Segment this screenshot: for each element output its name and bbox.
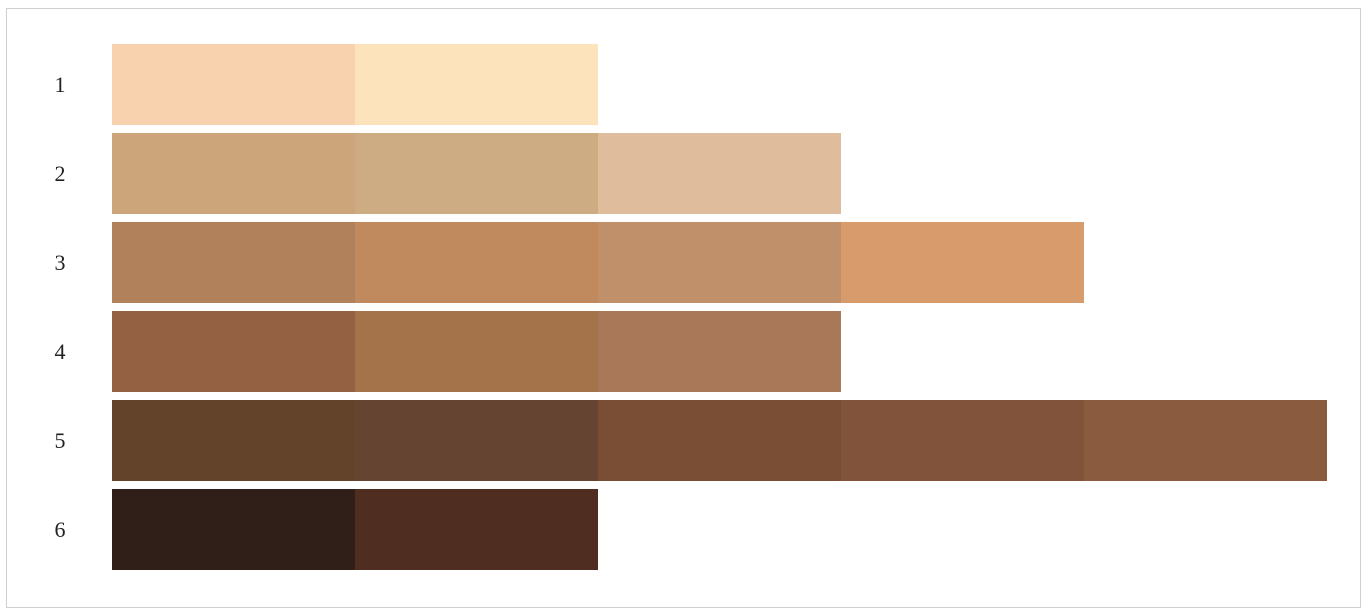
color-swatch[interactable] — [112, 133, 355, 214]
color-swatch[interactable] — [1084, 400, 1327, 481]
palette-row-1: 1 — [0, 44, 1369, 125]
color-swatch[interactable] — [355, 311, 598, 392]
palette-row-3: 3 — [0, 222, 1369, 303]
color-swatch[interactable] — [112, 489, 355, 570]
color-swatch[interactable] — [112, 311, 355, 392]
color-swatch[interactable] — [598, 400, 841, 481]
color-swatch[interactable] — [598, 133, 841, 214]
color-swatch[interactable] — [112, 222, 355, 303]
row-label: 5 — [54, 428, 66, 453]
swatch-group — [112, 222, 1084, 303]
palette-row-6: 6 — [0, 489, 1369, 570]
swatch-group — [112, 133, 841, 214]
swatch-group — [112, 44, 598, 125]
color-swatch[interactable] — [598, 222, 841, 303]
swatch-group — [112, 400, 1327, 481]
color-swatch[interactable] — [355, 133, 598, 214]
row-label: 6 — [54, 517, 66, 542]
color-swatch[interactable] — [355, 489, 598, 570]
swatch-group — [112, 489, 598, 570]
color-swatch[interactable] — [112, 44, 355, 125]
color-swatch[interactable] — [355, 222, 598, 303]
row-label: 1 — [54, 72, 66, 97]
color-swatch[interactable] — [112, 400, 355, 481]
palette-row-4: 4 — [0, 311, 1369, 392]
color-swatch[interactable] — [841, 400, 1084, 481]
color-swatch[interactable] — [355, 400, 598, 481]
row-label: 2 — [54, 161, 66, 186]
palette-row-2: 2 — [0, 133, 1369, 214]
row-label: 4 — [54, 339, 66, 364]
swatch-group — [112, 311, 841, 392]
color-swatch[interactable] — [355, 44, 598, 125]
row-label: 3 — [54, 250, 66, 275]
color-swatch[interactable] — [598, 311, 841, 392]
color-swatch[interactable] — [841, 222, 1084, 303]
palette-row-5: 5 — [0, 400, 1369, 481]
